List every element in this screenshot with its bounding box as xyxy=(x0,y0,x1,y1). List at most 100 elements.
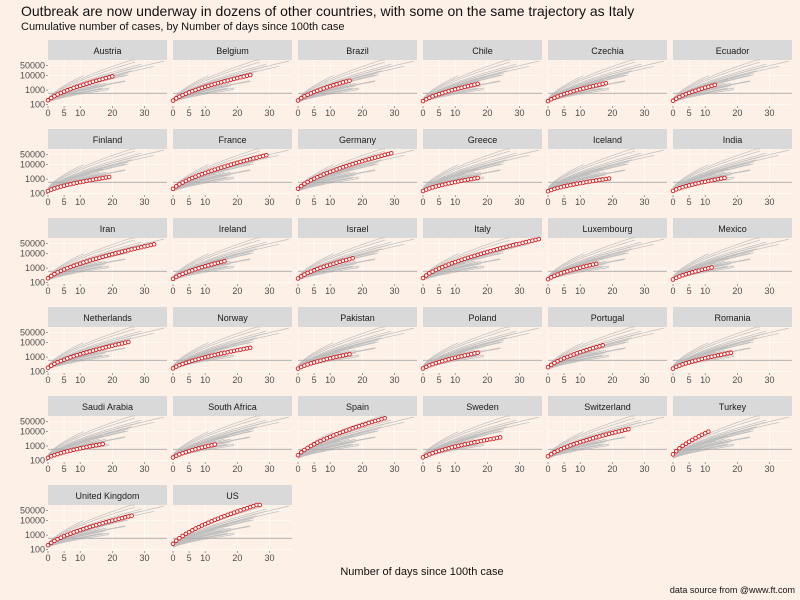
x-tick-label: 10 xyxy=(450,197,460,207)
y-tick-label: 10000 xyxy=(20,160,45,170)
x-tick-label: 0 xyxy=(170,375,175,385)
x-tick-label: 0 xyxy=(420,464,425,474)
data-point xyxy=(183,531,189,537)
trajectory-line xyxy=(422,342,459,366)
trajectory-line xyxy=(672,326,760,367)
data-point xyxy=(677,446,682,451)
x-tick-label: 20 xyxy=(482,286,492,296)
data-point xyxy=(728,350,734,356)
x-tick-label: 0 xyxy=(45,108,50,118)
x-tick-label: 10 xyxy=(575,108,585,118)
data-point xyxy=(298,274,304,279)
trajectory-line xyxy=(547,164,584,188)
x-tick-label: 0 xyxy=(545,197,550,207)
facet-panel-south-africa: South Africa 0 5 10 20 30 xyxy=(170,396,292,474)
x-tick-label: 10 xyxy=(75,464,85,474)
trajectory-line xyxy=(547,326,635,367)
trajectory-line xyxy=(172,328,260,367)
facet-strip xyxy=(548,129,667,149)
trajectory-line xyxy=(47,89,110,103)
x-tick-label: 20 xyxy=(732,464,742,474)
x-tick-label: 5 xyxy=(187,108,192,118)
trajectory-line xyxy=(672,419,767,456)
x-tick-label: 10 xyxy=(200,108,210,118)
trajectory-line xyxy=(172,148,260,189)
x-tick-label: 30 xyxy=(764,375,774,385)
x-tick-label: 30 xyxy=(139,375,149,385)
data-point xyxy=(545,98,551,104)
x-tick-label: 0 xyxy=(420,375,425,385)
trajectory-line xyxy=(172,59,260,100)
trajectory-line xyxy=(422,171,475,191)
x-tick-label: 30 xyxy=(514,464,524,474)
x-tick-label: 0 xyxy=(45,464,50,474)
data-point xyxy=(170,186,176,192)
data-point xyxy=(712,82,718,88)
trajectory-line xyxy=(172,426,257,457)
x-tick-label: 20 xyxy=(607,108,617,118)
facet-strip-label: Greece xyxy=(468,135,498,145)
trajectory-line xyxy=(47,417,135,456)
trajectory-line xyxy=(47,506,135,545)
facet-strip xyxy=(48,307,167,327)
facet-strip-label: Israel xyxy=(346,224,368,234)
facet-panel-us: US 0 5 10 20 30 xyxy=(170,485,292,563)
trajectory-line xyxy=(172,327,289,368)
trajectory-line xyxy=(172,326,260,367)
x-tick-label: 30 xyxy=(764,197,774,207)
trajectory-line xyxy=(422,426,507,457)
trajectory-line xyxy=(547,75,584,99)
x-tick-label: 20 xyxy=(732,375,742,385)
x-axis-label: Number of days since 100th case xyxy=(340,566,504,578)
y-tick-label: 10000 xyxy=(20,338,45,348)
data-point xyxy=(170,276,176,282)
x-tick-label: 20 xyxy=(357,197,367,207)
data-point xyxy=(295,452,301,458)
facet-strip-label: Iceland xyxy=(593,135,622,145)
facet-panel-poland: Poland 0 5 10 20 30 xyxy=(420,307,542,385)
trajectory-line xyxy=(422,75,459,99)
data-point xyxy=(45,542,51,548)
x-tick-label: 10 xyxy=(700,286,710,296)
x-tick-label: 0 xyxy=(45,286,50,296)
data-point xyxy=(247,345,253,351)
data-point xyxy=(222,258,227,264)
x-tick-label: 0 xyxy=(295,464,300,474)
data-point xyxy=(247,72,253,78)
data-point xyxy=(683,441,689,447)
trajectory-line xyxy=(172,527,225,547)
trajectory-line xyxy=(47,81,126,102)
data-point xyxy=(129,513,134,518)
data-point xyxy=(48,363,54,368)
trajectory-line xyxy=(172,248,257,279)
facet-strip xyxy=(48,485,167,505)
x-tick-label: 20 xyxy=(232,553,242,563)
facet-panel-iceland: Iceland 0 5 10 20 30 xyxy=(545,129,667,207)
facet-panel-pakistan: Pakistan 0 5 10 20 30 xyxy=(295,307,417,385)
data-point xyxy=(45,365,51,370)
facet-panel-germany: Germany 0 5 10 20 30 xyxy=(295,129,417,207)
x-tick-label: 30 xyxy=(139,464,149,474)
x-tick-label: 10 xyxy=(700,197,710,207)
y-tick-label: 1000 xyxy=(25,530,45,540)
x-tick-label: 5 xyxy=(62,375,67,385)
trajectory-line xyxy=(297,438,350,458)
x-tick-label: 10 xyxy=(75,197,85,207)
x-tick-label: 30 xyxy=(139,197,149,207)
data-point xyxy=(389,150,394,156)
data-point xyxy=(180,533,185,539)
facet-strip xyxy=(423,307,542,327)
x-tick-label: 30 xyxy=(514,197,524,207)
trajectory-line xyxy=(672,437,751,458)
trajectory-line xyxy=(47,267,110,281)
trajectory-line xyxy=(547,445,610,459)
x-tick-label: 5 xyxy=(62,464,67,474)
trajectory-line xyxy=(422,61,510,100)
x-tick-label: 30 xyxy=(514,108,524,118)
data-point xyxy=(170,366,176,371)
trajectory-line xyxy=(297,170,376,191)
x-tick-label: 20 xyxy=(482,375,492,385)
data-point xyxy=(548,362,554,368)
facet-panel-mexico: Mexico 0 5 10 20 30 xyxy=(670,218,792,296)
